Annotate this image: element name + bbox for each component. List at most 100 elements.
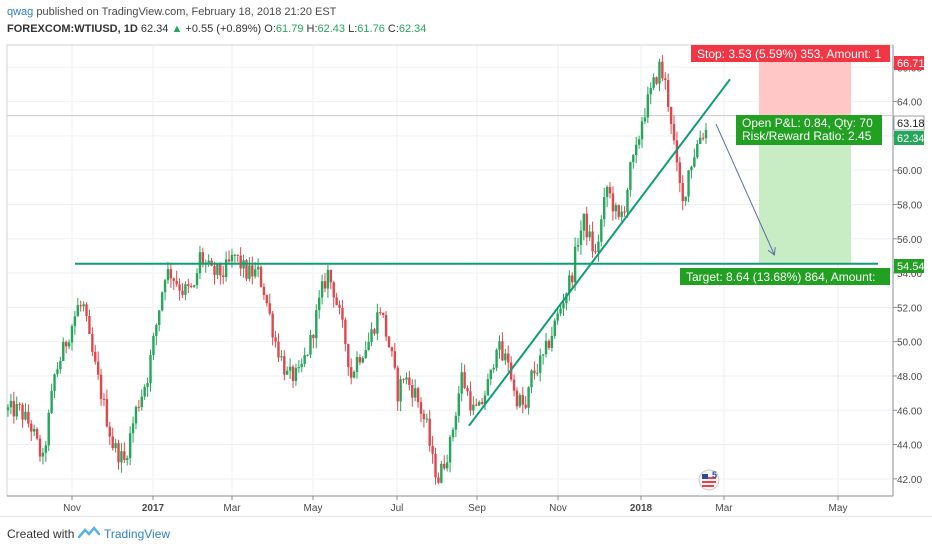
- candle-body: [614, 205, 618, 212]
- candle-body: [704, 130, 708, 139]
- candle-body: [437, 477, 440, 483]
- candle-body: [390, 347, 394, 352]
- candle-body: [664, 78, 667, 80]
- candle-body: [565, 293, 568, 304]
- trend-line[interactable]: [468, 78, 731, 427]
- price-change: +0.55 (+0.89%): [185, 23, 262, 35]
- candle-body: [216, 264, 219, 275]
- candle-body: [431, 445, 434, 454]
- candle-body: [44, 445, 48, 453]
- candle-body: [524, 404, 527, 408]
- candle-body: [239, 255, 242, 269]
- candle-body: [341, 307, 344, 320]
- price-tag-target-text: 54.54: [897, 261, 925, 273]
- candle-body: [425, 418, 428, 420]
- candle-body: [454, 415, 458, 430]
- candle-body: [146, 383, 149, 387]
- candle-body: [384, 315, 388, 337]
- x-tick-label: 2018: [630, 503, 653, 514]
- candle-body: [652, 77, 655, 88]
- candle-body: [50, 390, 53, 413]
- candle-body: [666, 79, 670, 107]
- price-tag-stop: 66.71: [894, 56, 925, 70]
- x-axis-ticks: Nov 2017 Mar May Jul Sep Nov 2018 Mar May: [63, 496, 847, 514]
- candle-body: [73, 316, 77, 327]
- candle-body: [271, 313, 274, 338]
- candle-body: [440, 463, 443, 483]
- candle-body: [88, 315, 91, 335]
- candle-body: [643, 117, 647, 122]
- tradingview-logo-icon[interactable]: [78, 525, 100, 541]
- author-name[interactable]: qwag: [7, 6, 34, 18]
- candle-body: [178, 284, 181, 291]
- candle-body: [347, 343, 350, 368]
- candle-body: [53, 374, 56, 391]
- us-flag-icon[interactable]: 5: [698, 469, 720, 491]
- candle-body: [91, 334, 94, 352]
- candle-body: [521, 395, 524, 405]
- candle-body: [530, 370, 533, 388]
- candle-body: [294, 367, 298, 381]
- candle-body: [568, 275, 571, 294]
- y-tick-label: 64.00: [897, 98, 922, 109]
- candle-body: [655, 77, 658, 84]
- candle-body: [361, 357, 365, 363]
- pnl-label: Open P&L: 0.84, Qty: 70 Risk/Reward Rati…: [736, 115, 882, 145]
- candle-body: [59, 361, 62, 370]
- candle-body: [315, 310, 318, 339]
- candle-body: [591, 231, 594, 252]
- candle-body: [198, 252, 202, 274]
- tradingview-brand-link[interactable]: TradingView: [104, 527, 171, 541]
- candle-body: [297, 367, 301, 369]
- candle-body: [483, 395, 487, 405]
- candle-body: [323, 281, 327, 289]
- candle-body: [317, 297, 321, 311]
- candle-body: [457, 393, 460, 416]
- candle-body: [576, 244, 580, 247]
- footer-bar: Created with TradingView: [0, 516, 932, 551]
- candle-body: [498, 341, 501, 350]
- pnl-label-text: Open P&L: 0.84, Qty: 70: [742, 116, 873, 130]
- candle-body: [35, 428, 39, 439]
- x-tick-label: 2017: [142, 503, 165, 514]
- candle-body: [149, 355, 152, 384]
- candle-body: [559, 308, 562, 314]
- candle-body: [443, 463, 446, 469]
- candle-body: [582, 213, 586, 231]
- price-tag-entry-text: 63.18: [897, 118, 925, 130]
- candle-body: [82, 304, 85, 307]
- candle-body: [623, 211, 626, 213]
- candle-body: [690, 166, 693, 171]
- candle-body: [693, 157, 696, 167]
- candle-body: [280, 356, 283, 358]
- candle-body: [550, 335, 554, 348]
- publish-text: published on TradingView.com, February 1…: [36, 6, 337, 18]
- candle-body: [678, 162, 682, 184]
- stop-loss-zone[interactable]: [759, 55, 851, 116]
- candle-body: [507, 353, 510, 363]
- candle-body: [533, 370, 536, 374]
- candle-body: [251, 265, 254, 277]
- target-label: Target: 8.64 (13.68%) 864, Amount:: [680, 268, 890, 285]
- target-label-text: Target: 8.64 (13.68%) 864, Amount:: [686, 270, 875, 284]
- candle-body: [166, 269, 170, 281]
- candle-body: [99, 374, 103, 399]
- y-tick-label: 60.00: [897, 166, 922, 177]
- candle-body: [192, 285, 196, 287]
- candle-body: [123, 451, 126, 460]
- price-chart[interactable]: Stop: 3.53 (5.59%) 353, Amount: 1 Open P…: [0, 0, 932, 516]
- candle-body: [393, 351, 397, 368]
- low-value: 61.76: [357, 23, 385, 35]
- candle-body: [605, 186, 609, 198]
- candle-body: [603, 197, 606, 220]
- projection-arrow[interactable]: [715, 123, 774, 254]
- candle-body: [338, 304, 341, 308]
- symbol-label: FOREXCOM:WTIUSD, 1D: [7, 23, 138, 35]
- candle-body: [137, 406, 141, 408]
- candle-body: [140, 396, 143, 408]
- price-tag-entry: 63.18: [893, 115, 925, 131]
- up-arrow-icon: ▲: [171, 23, 183, 35]
- candle-body: [480, 401, 484, 405]
- candle-body: [262, 286, 266, 296]
- candle-body: [547, 340, 551, 348]
